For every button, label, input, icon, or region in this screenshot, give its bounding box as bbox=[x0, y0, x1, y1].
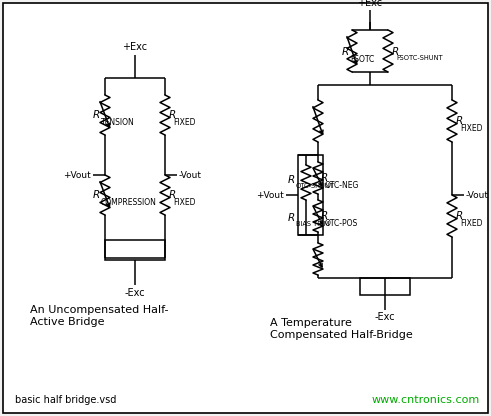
Text: FIXED: FIXED bbox=[460, 124, 483, 133]
Text: OTC-NEG: OTC-NEG bbox=[325, 181, 359, 190]
Text: OTC-SHUNT: OTC-SHUNT bbox=[296, 183, 335, 189]
Text: R: R bbox=[93, 190, 100, 200]
Text: -Exc: -Exc bbox=[125, 288, 145, 298]
Text: R: R bbox=[169, 190, 176, 200]
Text: -Vout: -Vout bbox=[179, 171, 202, 179]
Bar bbox=[360, 278, 410, 295]
Text: FSOTC: FSOTC bbox=[350, 55, 374, 64]
Text: R: R bbox=[288, 175, 295, 185]
Text: An Uncompensated Half-
Active Bridge: An Uncompensated Half- Active Bridge bbox=[30, 305, 168, 327]
Text: FIXED: FIXED bbox=[173, 198, 195, 207]
Text: R: R bbox=[321, 211, 328, 221]
Text: R: R bbox=[342, 47, 349, 57]
Text: R: R bbox=[392, 47, 399, 57]
Text: FIXED: FIXED bbox=[460, 219, 483, 228]
Text: COMPRESSION: COMPRESSION bbox=[101, 198, 157, 207]
Text: R: R bbox=[93, 110, 100, 120]
Text: A Temperature
Compensated Half-Bridge: A Temperature Compensated Half-Bridge bbox=[270, 318, 413, 339]
Text: -Vout: -Vout bbox=[466, 191, 489, 200]
Text: www.cntronics.com: www.cntronics.com bbox=[372, 395, 480, 405]
Bar bbox=[105, 240, 165, 260]
Text: R: R bbox=[321, 173, 328, 183]
Text: +Vout: +Vout bbox=[256, 191, 284, 200]
Text: R: R bbox=[456, 211, 463, 221]
Text: -Exc: -Exc bbox=[375, 312, 395, 322]
Text: OTC-POS: OTC-POS bbox=[325, 219, 358, 228]
Text: FIXED: FIXED bbox=[173, 118, 195, 127]
Text: FSOTC-SHUNT: FSOTC-SHUNT bbox=[396, 55, 442, 61]
Text: +Vout: +Vout bbox=[63, 171, 91, 179]
Text: BIAS TRIM: BIAS TRIM bbox=[296, 221, 329, 227]
Text: R: R bbox=[169, 110, 176, 120]
Text: R: R bbox=[456, 116, 463, 126]
Text: +Exc: +Exc bbox=[357, 0, 382, 8]
Bar bbox=[298, 155, 323, 235]
Text: R: R bbox=[288, 213, 295, 223]
Text: TENSION: TENSION bbox=[101, 118, 135, 127]
Text: +Exc: +Exc bbox=[122, 42, 148, 52]
Text: basic half bridge.vsd: basic half bridge.vsd bbox=[15, 395, 116, 405]
